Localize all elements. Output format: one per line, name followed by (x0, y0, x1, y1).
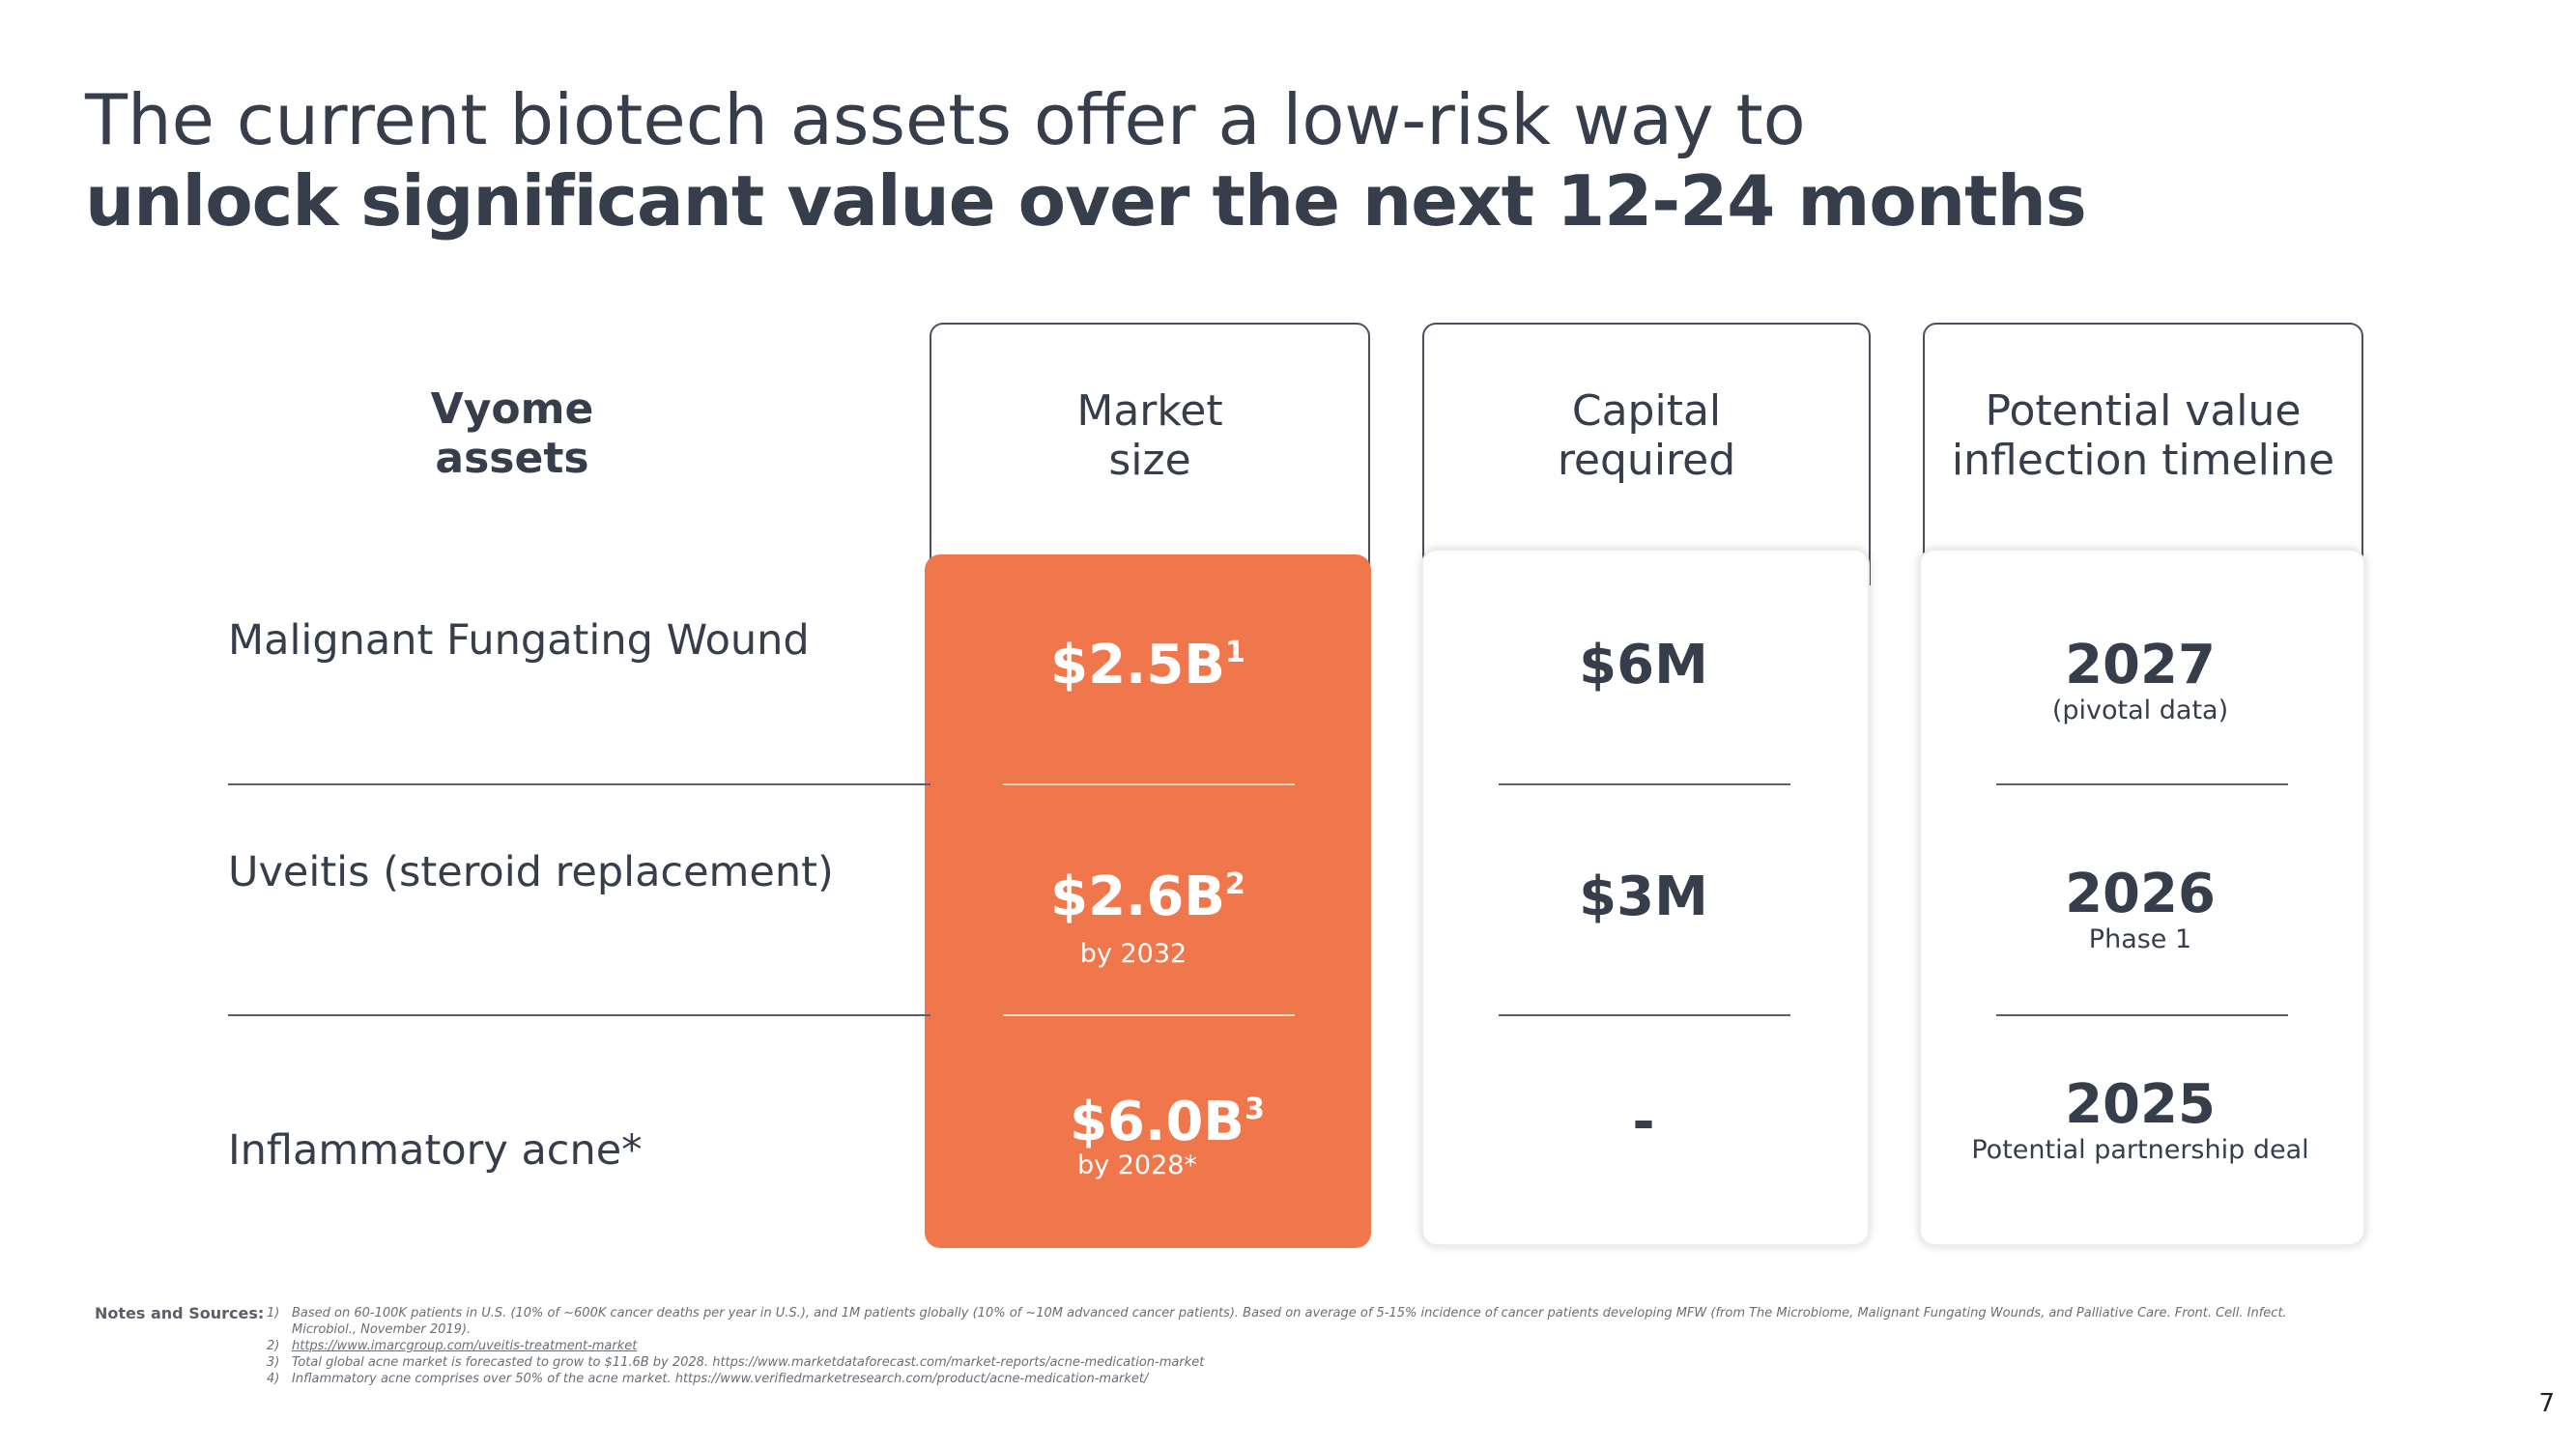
capital-header-line1: Capital (1571, 386, 1722, 436)
market-footnote-3: 3 (1244, 1093, 1265, 1126)
market-size-header-line1: Market (1076, 386, 1223, 436)
market-size-card (925, 554, 1371, 1248)
note-1-text: Based on 60-100K patients in U.S. (10% o… (292, 1306, 2287, 1320)
market-value-1: $2.5B (1050, 634, 1225, 696)
market-footnote-2: 2 (1224, 867, 1245, 901)
capital-required-card (1421, 549, 1870, 1246)
note-1-num: 1) (267, 1306, 280, 1320)
timeline-row-3: 2025 Potential partnership deal (1919, 1074, 2361, 1167)
capital-required-header: Capital required (1424, 386, 1869, 485)
notes-label: Notes and Sources: (95, 1304, 265, 1322)
note-1-cont: Microbiol., November 2019). (292, 1321, 471, 1338)
slide-title-line2: unlock significant value over the next 1… (85, 160, 2087, 241)
value-timeline-header-card: Potential value inflection timeline (1923, 323, 2363, 585)
timeline-header-line2: inflection timeline (1951, 436, 2335, 485)
note-2-link[interactable]: https://www.imarcgroup.com/uveitis-treat… (292, 1339, 638, 1353)
asset-row-label-3: Inflammatory acne* (228, 1126, 643, 1175)
timeline-row-2: 2026 Phase 1 (1919, 864, 2361, 956)
timeline-note-1: (pivotal data) (2051, 696, 2229, 725)
capital-row-3: - (1421, 1092, 1866, 1153)
assets-column-header: Vyome assets (415, 384, 609, 483)
capital-required-header-card: Capital required (1422, 323, 1871, 585)
note-3-text: Total global acne market is forecasted t… (292, 1355, 1205, 1370)
capital-row-2: $3M (1421, 866, 1866, 928)
slide-title-line1: The current biotech assets offer a low-r… (85, 79, 1806, 160)
timeline-divider-2 (1996, 1014, 2288, 1016)
capital-header-line2: required (1557, 436, 1736, 485)
timeline-row-1: 2027 (pivotal data) (1919, 635, 2361, 727)
note-4-text: Inflammatory acne comprises over 50% of … (292, 1372, 1149, 1386)
row-divider-1 (228, 783, 930, 785)
note-4: 4) Inflammatory acne comprises over 50% o… (267, 1371, 1148, 1387)
capital-divider-1 (1499, 783, 1790, 785)
value-timeline-header: Potential value inflection timeline (1925, 386, 2361, 485)
capital-value-3: - (1632, 1091, 1655, 1153)
timeline-year-3: 2025 (2065, 1073, 2216, 1136)
note-1: 1) Based on 60-100K patients in U.S. (10%… (267, 1305, 2287, 1321)
market-size-row-3: $6.0B3 by 2028* (925, 1092, 1371, 1182)
market-size-header-line2: size (1108, 436, 1191, 485)
market-divider-2 (1003, 1014, 1295, 1016)
market-divider-1 (1003, 783, 1295, 785)
market-size-header: Market size (931, 386, 1368, 485)
market-sub-3: by 2028* (1077, 1150, 1197, 1180)
capital-row-1: $6M (1421, 635, 1866, 696)
timeline-note-2: Phase 1 (2088, 924, 2192, 954)
asset-row-label-2: Uveitis (steroid replacement) (228, 848, 834, 896)
timeline-year-2: 2026 (2065, 863, 2216, 925)
timeline-year-1: 2027 (2065, 634, 2216, 696)
capital-value-1: $6M (1579, 634, 1708, 696)
value-timeline-card (1919, 549, 2365, 1246)
market-sub-2: by 2032 (1079, 939, 1188, 969)
asset-row-label-1: Malignant Fungating Wound (228, 616, 810, 665)
page-number: 7 (2538, 1389, 2555, 1418)
market-size-row-1: $2.5B1 (925, 635, 1371, 696)
note-4-num: 4) (267, 1372, 280, 1386)
note-3-num: 3) (267, 1355, 280, 1370)
timeline-note-3: Potential partnership deal (1971, 1135, 2309, 1165)
assets-header-line1: Vyome (430, 384, 594, 434)
assets-header-line2: assets (435, 434, 589, 483)
note-2[interactable]: 2) https://www.imarcgroup.com/uveitis-tre… (267, 1338, 637, 1354)
note-3: 3) Total global acne market is forecasted… (267, 1354, 1204, 1371)
row-divider-2 (228, 1014, 930, 1016)
market-value-3: $6.0B (1070, 1091, 1245, 1153)
market-value-2: $2.6B (1050, 866, 1225, 928)
market-size-row-2: $2.6B2 by 2032 (925, 866, 1371, 971)
note-2-num: 2) (267, 1339, 280, 1353)
capital-divider-2 (1499, 1014, 1790, 1016)
market-footnote-1: 1 (1224, 636, 1245, 669)
note-1-cont-text: Microbiol., November 2019). (292, 1322, 472, 1337)
timeline-header-line1: Potential value (1985, 386, 2302, 436)
capital-value-2: $3M (1579, 866, 1708, 928)
market-size-header-card: Market size (930, 323, 1370, 585)
timeline-divider-1 (1996, 783, 2288, 785)
